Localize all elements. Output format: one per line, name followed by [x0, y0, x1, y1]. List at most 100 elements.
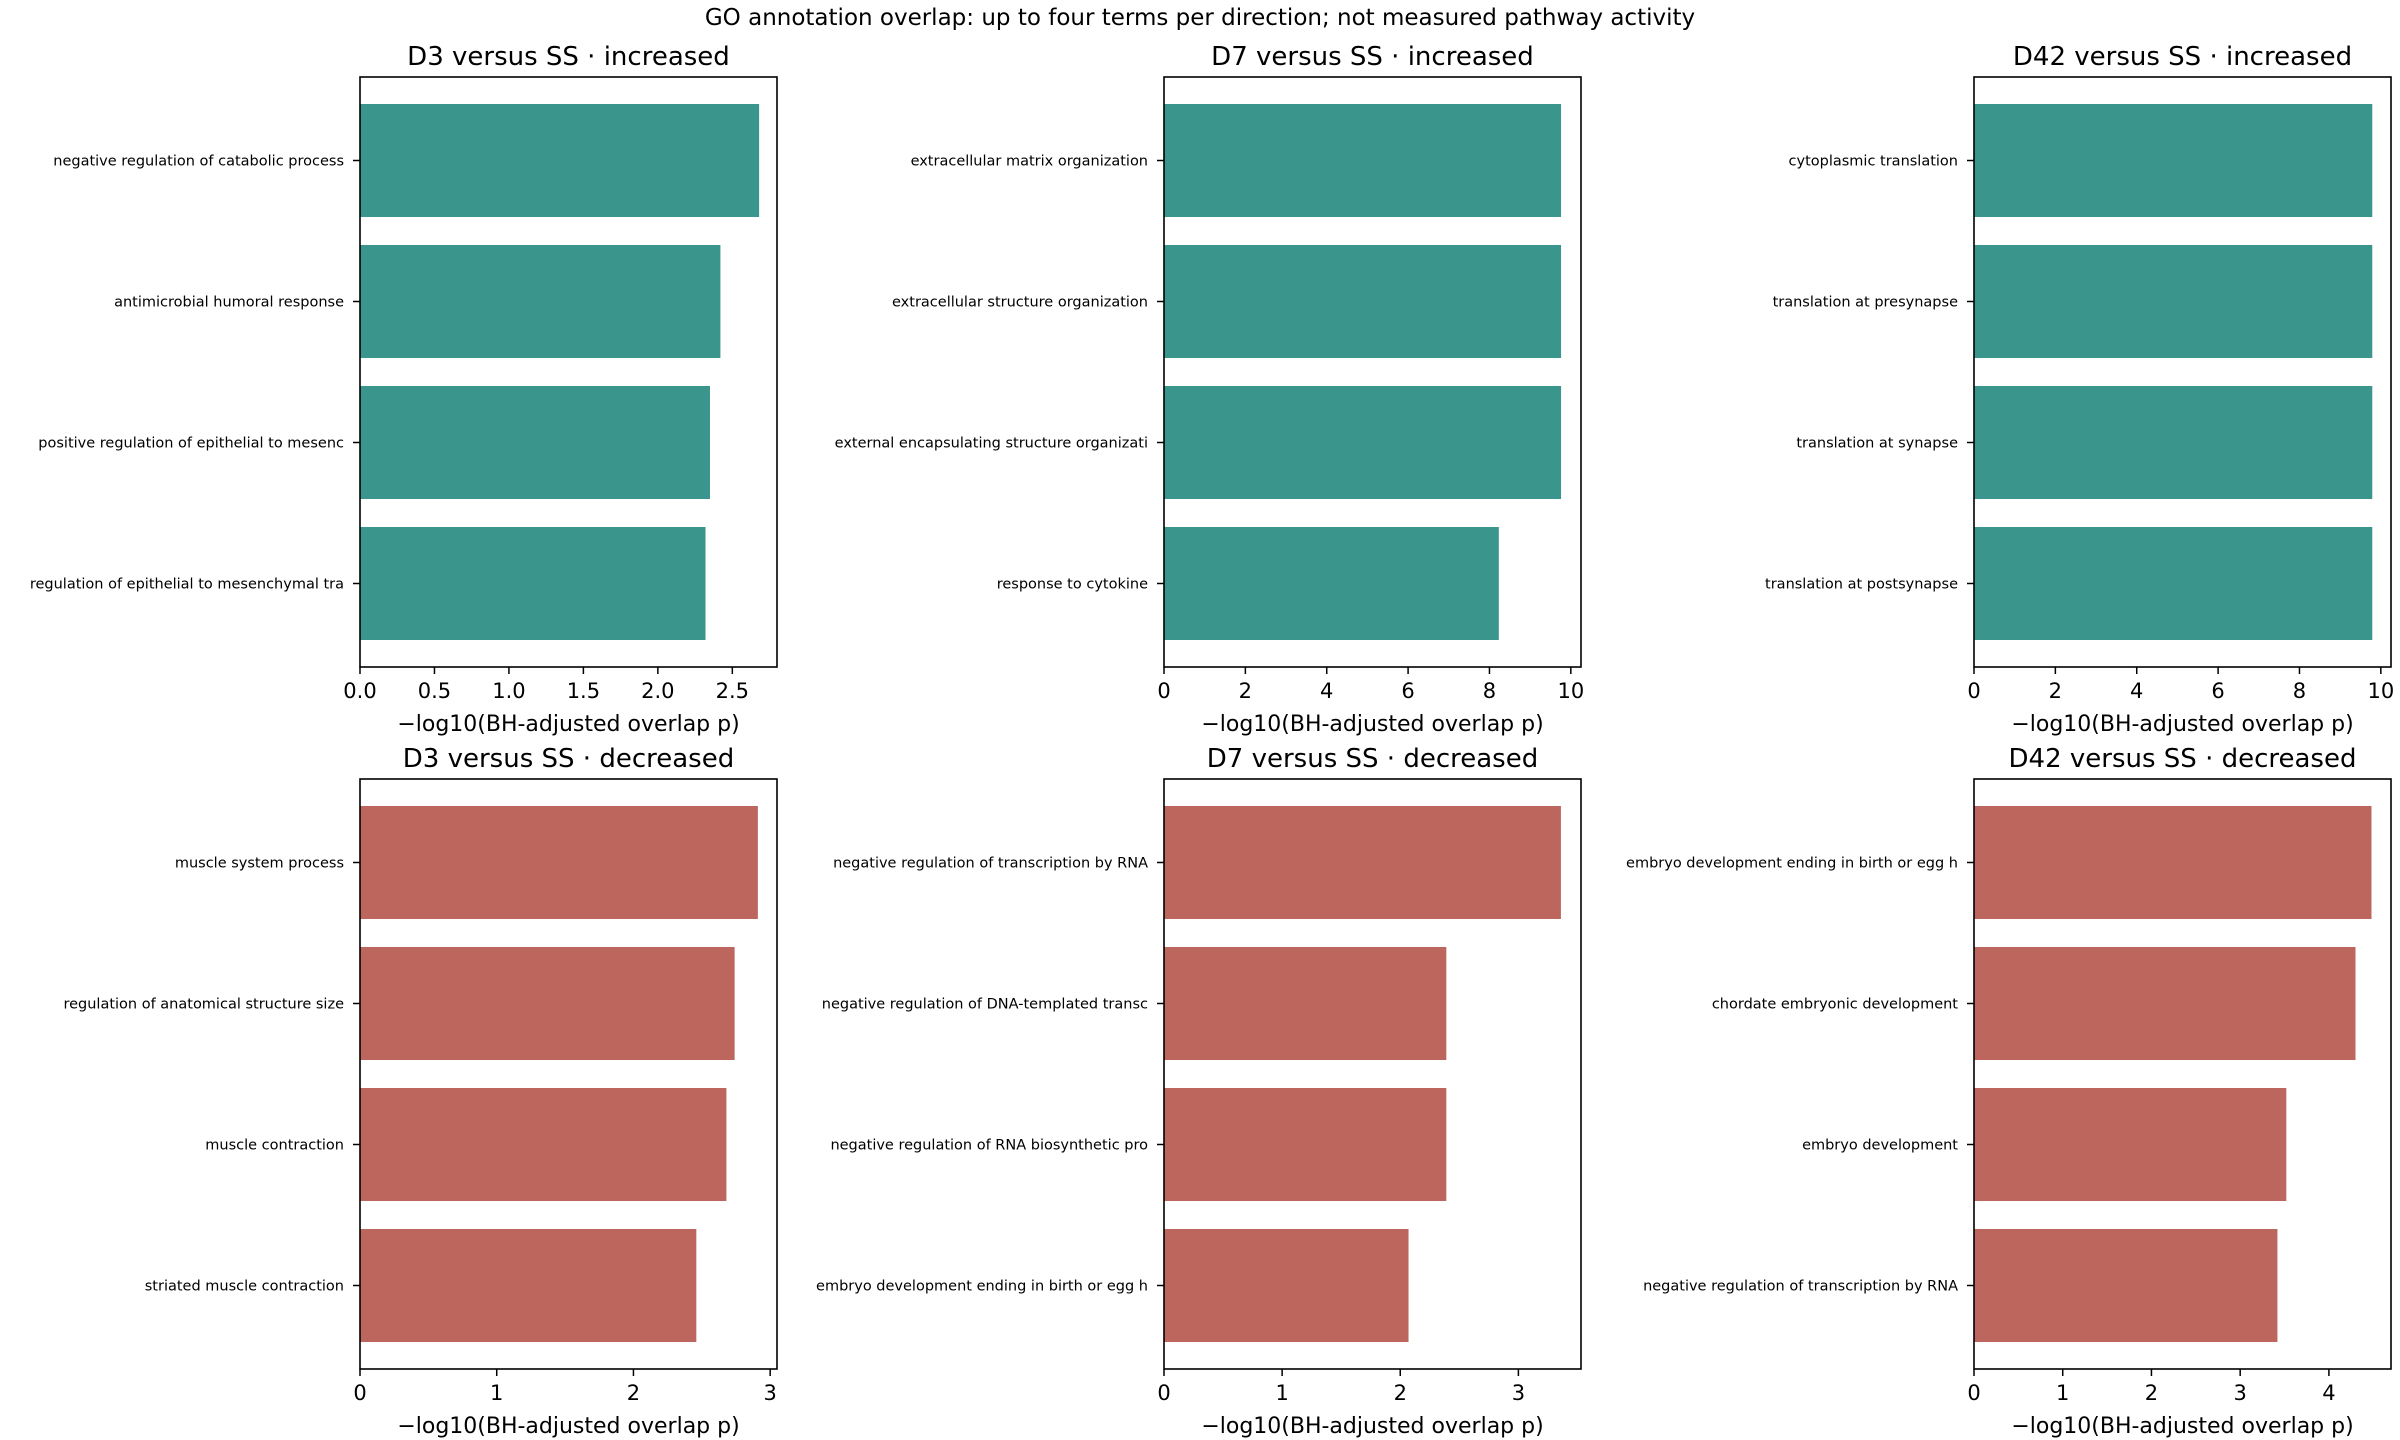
category-label: extracellular matrix organization [911, 154, 1148, 170]
category-label: embryo development ending in birth or eg… [816, 1279, 1148, 1295]
category-label: muscle contraction [205, 1138, 344, 1154]
x-axis-label: −log10(BH-adjusted overlap p) [397, 1414, 739, 1439]
panel-title: D7 versus SS · decreased [1207, 744, 1538, 774]
panel-title: D42 versus SS · increased [2013, 42, 2352, 72]
x-tick-label: 1 [2056, 1381, 2069, 1405]
x-tick-label: 0 [1967, 1381, 1980, 1405]
x-tick-label: 3 [763, 1381, 776, 1405]
figure-title: GO annotation overlap: up to four terms … [704, 5, 1696, 31]
panel-2: D7 versus SS · increased extracellular ma… [835, 42, 1585, 737]
category-label: negative regulation of transcription by … [833, 856, 1148, 872]
category-label: response to cytokine [997, 577, 1148, 593]
category-label: negative regulation of catabolic process [53, 154, 344, 170]
x-tick-label: 4 [1320, 679, 1333, 703]
bar [1974, 104, 2373, 217]
x-tick-label: 8 [1483, 679, 1496, 703]
x-tick-label: 10 [1557, 679, 1584, 703]
panel-title: D42 versus SS · decreased [2009, 744, 2357, 774]
x-tick-label: 4 [2322, 1381, 2335, 1405]
plot-frame [1163, 76, 1582, 668]
x-axis-label: −log10(BH-adjusted overlap p) [1201, 1414, 1543, 1439]
category-label: extracellular structure organization [892, 295, 1148, 311]
bar [360, 1088, 727, 1201]
bar [360, 1229, 697, 1342]
x-tick-label: 1 [490, 1381, 503, 1405]
plot-frame [359, 76, 778, 668]
panel-3: D42 versus SS · increased cytoplasmic tra… [1765, 42, 2394, 737]
panel-title: D7 versus SS · increased [1211, 42, 1534, 72]
x-tick-label: 4 [2130, 679, 2143, 703]
panel-title: D3 versus SS · decreased [403, 744, 734, 774]
category-label: cytoplasmic translation [1789, 154, 1958, 170]
category-label: embryo development ending in birth or eg… [1626, 856, 1958, 872]
bar [1164, 1088, 1447, 1201]
bar [1974, 1088, 2287, 1201]
x-tick-label: 0 [353, 1381, 366, 1405]
panel-4: D3 versus SS · decreased muscle system pr… [63, 744, 778, 1439]
x-tick-label: 0 [1967, 679, 1980, 703]
x-tick-label: 1 [1275, 1381, 1288, 1405]
x-tick-label: 2 [1239, 679, 1252, 703]
bar [1974, 527, 2373, 640]
x-tick-label: 3 [2233, 1381, 2246, 1405]
panel-5: D7 versus SS · decreased negative regulat… [816, 744, 1582, 1439]
x-tick-label: 1.5 [567, 679, 600, 703]
x-axis-label: −log10(BH-adjusted overlap p) [397, 712, 739, 737]
category-label: negative regulation of DNA-templated tra… [822, 997, 1148, 1013]
category-label: external encapsulating structure organiz… [835, 436, 1148, 452]
bar [1164, 245, 1562, 358]
bar [1164, 806, 1561, 919]
category-label: translation at synapse [1796, 436, 1958, 452]
plot-frame [1973, 778, 2392, 1370]
panel-6: D42 versus SS · decreased embryo developm… [1626, 744, 2392, 1439]
x-axis-label: −log10(BH-adjusted overlap p) [2011, 1414, 2353, 1439]
x-tick-label: 6 [1401, 679, 1414, 703]
x-tick-label: 8 [2293, 679, 2306, 703]
plot-frame [1973, 76, 2392, 668]
x-tick-label: 3 [1512, 1381, 1525, 1405]
bar [360, 947, 735, 1060]
bar [1164, 527, 1499, 640]
category-label: muscle system process [175, 856, 344, 872]
category-label: negative regulation of RNA biosynthetic … [830, 1138, 1148, 1154]
x-tick-label: 1.0 [492, 679, 525, 703]
x-axis-label: −log10(BH-adjusted overlap p) [2011, 712, 2353, 737]
plot-frame [359, 778, 778, 1370]
bar [360, 806, 758, 919]
category-label: embryo development [1802, 1138, 1958, 1154]
category-label: translation at postsynapse [1765, 577, 1958, 593]
x-tick-label: 10 [2367, 679, 2394, 703]
x-tick-label: 0.0 [343, 679, 376, 703]
bar [360, 527, 706, 640]
x-tick-label: 2 [2145, 1381, 2158, 1405]
x-tick-label: 0.5 [418, 679, 451, 703]
category-label: regulation of anatomical structure size [63, 997, 344, 1013]
bar [1164, 1229, 1409, 1342]
category-label: negative regulation of transcription by … [1643, 1279, 1958, 1295]
x-tick-label: 2.5 [716, 679, 749, 703]
bar [360, 386, 710, 499]
category-label: striated muscle contraction [145, 1279, 344, 1295]
category-label: regulation of epithelial to mesenchymal … [30, 577, 344, 593]
bar [1974, 947, 2356, 1060]
x-axis-label: −log10(BH-adjusted overlap p) [1201, 712, 1543, 737]
bar [1164, 386, 1562, 499]
bar [1974, 1229, 2278, 1342]
bar [1974, 806, 2372, 919]
x-tick-label: 2 [1394, 1381, 1407, 1405]
category-label: translation at presynapse [1773, 295, 1958, 311]
category-label: positive regulation of epithelial to mes… [38, 436, 344, 452]
x-tick-label: 2 [627, 1381, 640, 1405]
x-tick-label: 0 [1157, 1381, 1170, 1405]
x-tick-label: 0 [1157, 679, 1170, 703]
plot-frame [1163, 778, 1582, 1370]
x-tick-label: 2.0 [641, 679, 674, 703]
x-tick-label: 6 [2211, 679, 2224, 703]
panel-1: D3 versus SS · increased negative regulat… [30, 42, 778, 737]
x-tick-label: 2 [2049, 679, 2062, 703]
bar [1974, 386, 2373, 499]
bar [360, 104, 760, 217]
panel-title: D3 versus SS · increased [407, 42, 730, 72]
category-label: chordate embryonic development [1712, 997, 1958, 1013]
